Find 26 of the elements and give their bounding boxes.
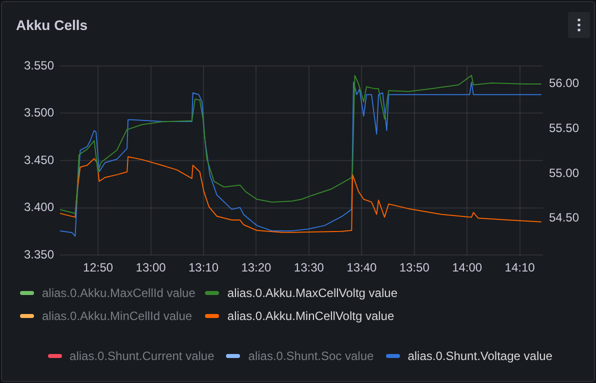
legend-label: alias.0.Akku.MinCellVoltg value <box>227 309 394 323</box>
legend-label: alias.0.Akku.MaxCellVoltg value <box>227 286 398 300</box>
legend-label: alias.0.Shunt.Voltage value <box>408 349 552 363</box>
x-tick-label: 12:50 <box>83 260 114 275</box>
x-tick-label: 14:00 <box>452 260 482 275</box>
x-tick-label: 13:50 <box>399 260 430 275</box>
x-tick-label: 13:40 <box>346 260 377 275</box>
x-tick-label: 13:30 <box>294 260 324 275</box>
legend-label: alias.0.Shunt.Soc value <box>248 349 374 363</box>
x-tick-label: 13:00 <box>136 260 166 275</box>
y2-tick-label: 56.00 <box>549 76 580 90</box>
legend-label: alias.0.Akku.MaxCellId value <box>42 286 196 300</box>
y-tick-label: 3.400 <box>24 200 54 214</box>
y2-tick-label: 54.50 <box>549 210 580 225</box>
y-tick-label: 3.450 <box>24 152 54 167</box>
legend-label: alias.0.Shunt.Current value <box>70 349 214 363</box>
chart-title: Akku Cells <box>16 17 88 33</box>
y-tick-label: 3.500 <box>24 106 54 120</box>
y-tick-label: 3.550 <box>24 58 54 72</box>
x-tick-label: 14:10 <box>504 260 536 275</box>
x-tick-label: 13:20 <box>241 260 272 275</box>
y-tick-label: 3.350 <box>24 247 54 262</box>
y2-tick-label: 55.50 <box>549 121 580 136</box>
y2-tick-label: 55.00 <box>549 166 580 180</box>
legend-label: alias.0.Akku.MinCellId value <box>42 309 192 323</box>
x-tick-label: 13:10 <box>188 260 219 275</box>
